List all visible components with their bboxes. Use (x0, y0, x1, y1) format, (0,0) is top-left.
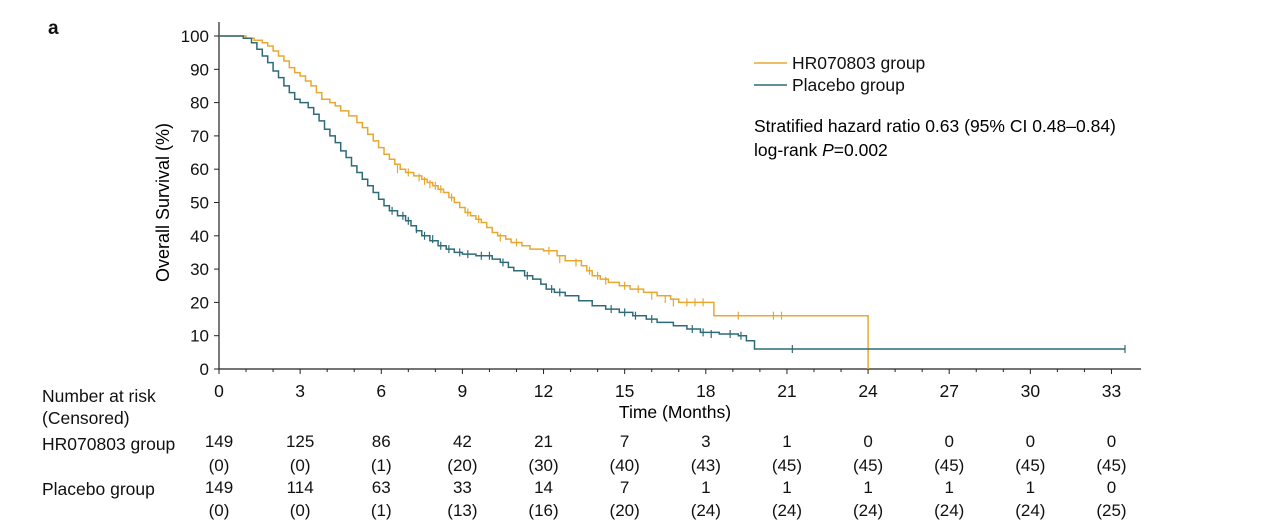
risk-row-label-hr070803: HR070803 group (42, 434, 176, 454)
risk-at-risk-value: 0 (944, 432, 953, 451)
x-tick-label: 27 (939, 381, 958, 401)
y-tick-label: 90 (190, 60, 209, 79)
risk-censored-value: (20) (610, 501, 640, 520)
risk-at-risk-value: 1 (701, 478, 710, 497)
log-rank-p-value: =0.002 (834, 140, 888, 160)
risk-at-risk-value: 1 (782, 478, 791, 497)
x-axis-label: Time (Months) (619, 402, 731, 422)
risk-at-risk-value: 7 (620, 478, 629, 497)
chart-axes: 0 10 20 30 40 50 60 70 80 90 100 (181, 22, 1141, 379)
chart-legend: HR070803 group Placebo group (754, 53, 925, 95)
risk-at-risk-value: 114 (287, 478, 314, 497)
x-tick-label: 33 (1102, 381, 1121, 401)
x-tick-label: 24 (858, 381, 878, 401)
risk-at-risk-value: 1 (863, 478, 872, 497)
risk-censored-value: (24) (934, 501, 964, 520)
risk-at-risk-value: 42 (453, 432, 472, 451)
x-tick-label: 18 (696, 381, 715, 401)
log-rank-annotation: log-rank P=0.002 (754, 140, 888, 160)
risk-censored-value: (0) (290, 501, 311, 520)
risk-censored-value: (1) (371, 456, 392, 475)
risk-at-risk-value: 0 (863, 432, 872, 451)
survival-curves (219, 35, 1126, 369)
y-tick-label: 70 (190, 127, 209, 146)
y-tick-label: 30 (190, 260, 209, 279)
risk-censored-value: (16) (528, 501, 558, 520)
panel-label: a (48, 18, 59, 39)
y-tick-label: 40 (190, 227, 209, 246)
risk-table-title-line1: Number at risk (42, 386, 156, 406)
risk-table-title-line2: (Censored) (42, 408, 130, 428)
x-tick-label: 3 (295, 381, 305, 401)
risk-censored-value: (0) (209, 501, 230, 520)
y-tick-label: 80 (190, 94, 209, 113)
risk-censored-value: (45) (934, 456, 964, 475)
y-tick-label: 60 (190, 160, 209, 179)
risk-at-risk-value: 0 (1107, 432, 1116, 451)
risk-censored-value: (24) (1015, 501, 1045, 520)
risk-at-risk-value: 3 (701, 432, 710, 451)
risk-at-risk-value: 63 (372, 478, 391, 497)
log-rank-p-symbol: P (822, 140, 834, 160)
risk-at-risk-value: 14 (534, 478, 553, 497)
risk-censored-value: (25) (1096, 501, 1126, 520)
x-tick-label: 30 (1021, 381, 1041, 401)
risk-censored-value: (0) (209, 456, 230, 475)
risk-censored-value: (30) (528, 456, 558, 475)
risk-censored-value: (40) (610, 456, 640, 475)
risk-censored-value: (24) (853, 501, 883, 520)
risk-at-risk-value: 0 (1107, 478, 1116, 497)
survival-line-hr070803 (219, 35, 869, 369)
y-tick-label: 0 (200, 360, 209, 379)
legend-label-hr070803: HR070803 group (792, 53, 925, 73)
risk-at-risk-value: 125 (286, 432, 314, 451)
risk-at-risk-value: 1 (944, 478, 953, 497)
log-rank-prefix: log-rank (754, 140, 822, 160)
y-tick-label: 20 (190, 293, 209, 312)
x-tick-label: 15 (615, 381, 634, 401)
x-tick-label: 9 (458, 381, 468, 401)
risk-at-risk-value: 149 (205, 432, 233, 451)
hazard-ratio-annotation: Stratified hazard ratio 0.63 (95% CI 0.4… (754, 116, 1116, 136)
risk-censored-value: (45) (853, 456, 883, 475)
risk-row-label-placebo: Placebo group (42, 479, 155, 499)
risk-censored-value: (45) (1015, 456, 1045, 475)
risk-at-risk-value: 1 (1026, 478, 1035, 497)
risk-censored-value: (20) (447, 456, 477, 475)
legend-label-placebo: Placebo group (792, 75, 905, 95)
risk-censored-value: (45) (772, 456, 802, 475)
risk-at-risk-value: 21 (534, 432, 553, 451)
x-tick-label: 0 (214, 381, 224, 401)
risk-censored-value: (43) (691, 456, 721, 475)
survival-line-placebo (219, 35, 1125, 350)
risk-censored-value: (13) (447, 501, 477, 520)
y-tick-label: 50 (190, 194, 209, 213)
risk-censored-value: (1) (371, 501, 392, 520)
x-tick-label: 6 (376, 381, 386, 401)
risk-censored-value: (24) (772, 501, 802, 520)
x-tick-label: 12 (534, 381, 553, 401)
risk-censored-value: (0) (290, 456, 311, 475)
risk-at-risk-value: 149 (205, 478, 233, 497)
risk-at-risk-value: 0 (1026, 432, 1035, 451)
risk-at-risk-value: 7 (620, 432, 629, 451)
y-tick-label: 10 (190, 327, 209, 346)
y-axis-label: Overall Survival (%) (153, 123, 173, 282)
risk-table-title: Number at risk (Censored) (42, 385, 156, 429)
risk-at-risk-value: 1 (782, 432, 791, 451)
y-tick-label: 100 (181, 27, 209, 46)
risk-at-risk-value: 33 (453, 478, 472, 497)
risk-censored-value: (45) (1096, 456, 1126, 475)
risk-censored-value: (24) (691, 501, 721, 520)
risk-table-values: 0149(0)149(0)3125(0)114(0)686(1)63(1)942… (205, 381, 1127, 520)
risk-at-risk-value: 86 (372, 432, 391, 451)
x-tick-label: 21 (777, 381, 796, 401)
